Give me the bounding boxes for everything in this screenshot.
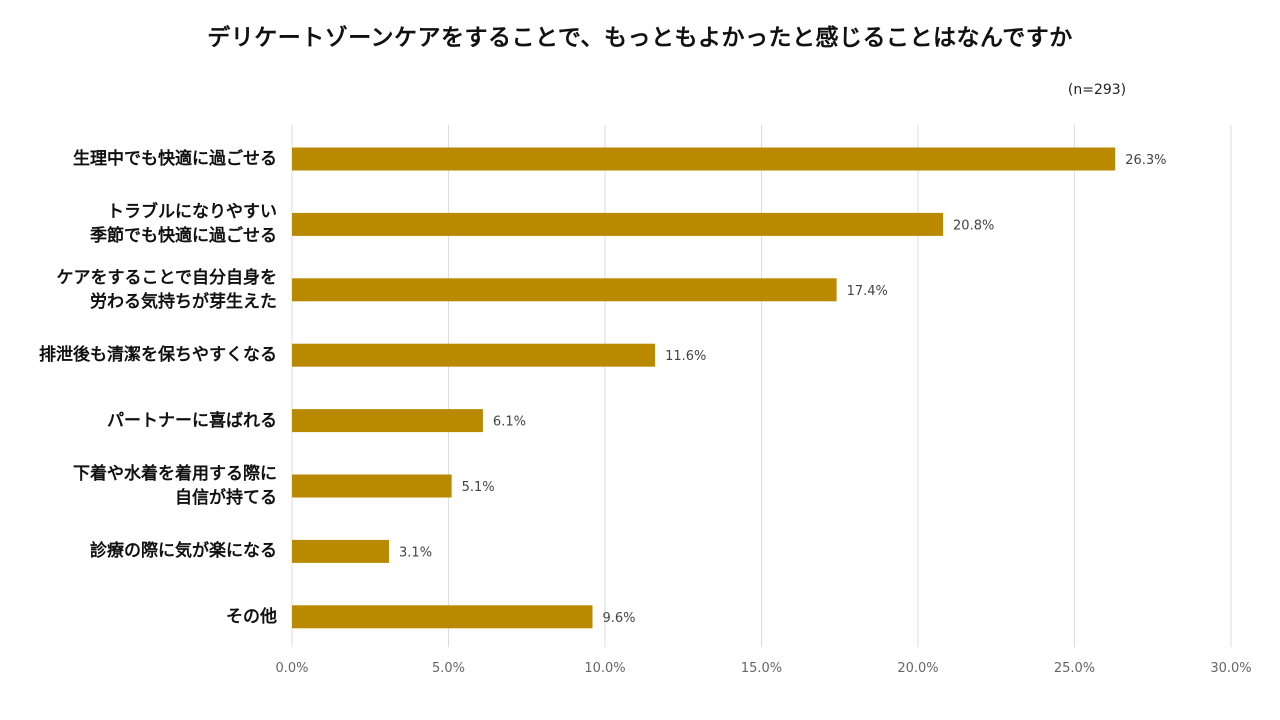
x-tick-label: 20.0%: [897, 661, 938, 676]
x-tick-label: 0.0%: [275, 661, 308, 676]
x-tick-label: 15.0%: [741, 661, 782, 676]
bar: [292, 147, 1116, 171]
bar: [292, 474, 452, 498]
bar: [292, 605, 593, 629]
value-labels: 26.3% 20.8% 17.4% 11.6% 6.1% 5.1% 3.1% 9.6%: [399, 153, 1166, 626]
category-label: トラブルになりやすい 季節でも快適に過ごせる: [90, 202, 277, 247]
bar-value-label: 6.1%: [493, 415, 526, 430]
bar-value-label: 5.1%: [462, 480, 495, 495]
category-label: 下着や水着を着用する際に 自信が持てる: [73, 464, 277, 508]
bar: [292, 212, 944, 236]
x-axis-ticks: 0.0% 5.0% 10.0% 15.0% 20.0% 25.0% 30.0%: [275, 661, 1251, 676]
bars: [292, 147, 1116, 629]
x-tick-label: 5.0%: [432, 661, 465, 676]
bar: [292, 278, 837, 302]
bar: [292, 539, 390, 563]
bar: [292, 409, 483, 433]
category-label: ケアをすることで自分自身を 労わる気持ちが芽生えた: [56, 267, 278, 312]
x-tick-label: 25.0%: [1054, 661, 1095, 676]
x-tick-label: 30.0%: [1210, 661, 1251, 676]
bar-value-label: 26.3%: [1125, 153, 1166, 168]
category-label: 診療の際に気が楽になる: [90, 541, 277, 562]
x-tick-label: 10.0%: [584, 661, 625, 676]
bar-value-label: 20.8%: [953, 218, 994, 233]
bar-value-label: 11.6%: [665, 349, 706, 364]
category-label: パートナーに喜ばれる: [107, 410, 277, 431]
grid-lines: [291, 125, 1232, 647]
bar-value-label: 9.6%: [602, 611, 635, 626]
bar-value-label: 3.1%: [399, 545, 432, 560]
category-label: その他: [226, 606, 277, 627]
bar-value-label: 17.4%: [847, 284, 888, 299]
sample-size-label: (n=293): [1067, 82, 1127, 98]
bar: [292, 343, 656, 367]
category-label: 生理中でも快適に過ごせる: [73, 149, 277, 169]
chart-title: デリケートゾーンケアをすることで、もっともよかったと感じることはなんですか: [207, 25, 1073, 51]
category-label: 排泄後も清潔を保ちやすくなる: [39, 345, 277, 366]
